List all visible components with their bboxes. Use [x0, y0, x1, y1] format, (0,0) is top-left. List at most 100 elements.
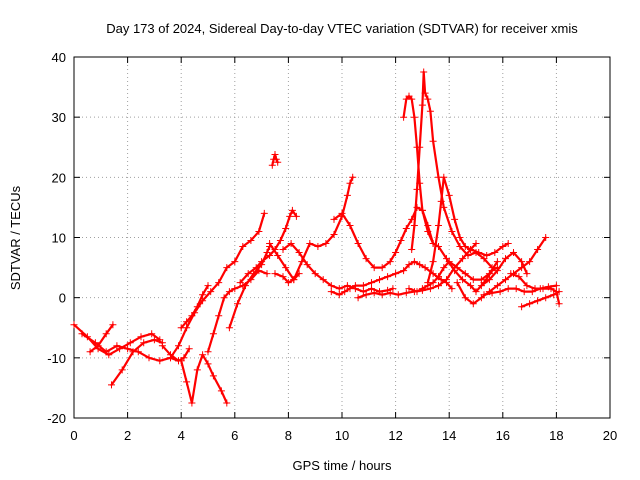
data-point: [209, 330, 217, 338]
data-point: [368, 285, 375, 293]
data-point: [288, 206, 296, 214]
data-point: [306, 240, 314, 247]
data-point: [286, 212, 294, 220]
data-point: [204, 348, 212, 356]
series-trace: [332, 206, 435, 269]
data-point: [429, 137, 437, 145]
data-point: [410, 222, 418, 229]
data-point: [346, 179, 354, 187]
data-point: [175, 342, 182, 350]
data-point: [70, 321, 78, 329]
x-tick-label: 20: [603, 428, 617, 443]
data-point: [542, 294, 550, 302]
data-point: [362, 255, 370, 263]
data-point: [448, 285, 456, 293]
data-point: [491, 249, 499, 256]
data-point: [477, 282, 485, 290]
data-point: [448, 228, 456, 235]
data-point: [461, 270, 469, 278]
x-tick-label: 14: [442, 428, 456, 443]
data-point: [349, 173, 357, 181]
data-point: [252, 264, 260, 272]
y-tick-label: 40: [52, 50, 66, 65]
data-point: [507, 270, 515, 278]
data-point: [183, 318, 191, 326]
y-tick-label: 0: [59, 291, 66, 306]
data-point: [140, 339, 148, 347]
series-track-19: [400, 92, 501, 296]
data-point: [177, 357, 185, 365]
series-track-21: [408, 68, 496, 272]
data-point: [451, 215, 459, 223]
data-point: [378, 264, 386, 272]
data-point: [515, 273, 523, 281]
data-point: [469, 276, 477, 284]
data-point: [290, 276, 298, 284]
data-point: [413, 185, 421, 193]
data-point: [480, 291, 488, 299]
series-trace: [410, 70, 494, 269]
data-point: [322, 240, 330, 247]
data-point: [199, 351, 207, 359]
data-point: [124, 345, 132, 353]
data-point: [440, 173, 448, 181]
data-point: [459, 255, 467, 263]
data-point: [376, 276, 383, 284]
data-point: [236, 279, 244, 287]
series-trace: [206, 269, 269, 353]
data-point: [370, 264, 378, 272]
data-point: [451, 264, 459, 272]
data-point: [424, 228, 432, 235]
series-trace: [72, 323, 161, 356]
data-point: [148, 330, 156, 338]
data-point: [534, 297, 542, 305]
x-tick-label: 10: [335, 428, 349, 443]
data-point: [266, 252, 274, 259]
data-point: [456, 234, 464, 241]
data-point: [443, 276, 450, 284]
series-trace: [456, 236, 547, 305]
data-point: [400, 267, 408, 275]
data-point: [496, 288, 504, 296]
series-track-9: [204, 267, 271, 356]
data-point: [330, 215, 338, 223]
axis-ticks: 0 2 4 6 8 10 12 14 16 18 20 -20 -10 0 10 20 30 40: [47, 50, 617, 443]
data-point: [167, 354, 174, 362]
data-series: [70, 68, 563, 407]
data-point: [341, 288, 349, 296]
data-point: [475, 249, 483, 256]
series-track-2: [78, 330, 182, 365]
data-point: [402, 225, 410, 232]
data-point: [389, 285, 397, 293]
data-point: [204, 282, 212, 290]
series-track-10: [225, 243, 274, 332]
data-point: [319, 276, 327, 284]
series-track-4: [108, 336, 166, 389]
data-point: [354, 294, 362, 302]
data-point: [327, 288, 335, 296]
data-point: [102, 330, 110, 338]
data-point: [335, 285, 343, 293]
data-point: [207, 288, 215, 296]
series-trace: [426, 176, 510, 284]
data-point: [209, 372, 217, 380]
data-point: [504, 285, 512, 293]
data-point: [108, 381, 115, 389]
data-point: [485, 270, 493, 278]
data-point: [437, 197, 445, 205]
data-point: [231, 258, 239, 266]
data-point: [292, 212, 300, 220]
data-point: [518, 258, 526, 266]
data-point: [502, 255, 509, 263]
data-point: [408, 246, 416, 253]
data-point: [126, 339, 134, 347]
series-track-8: [177, 282, 212, 332]
x-axis-label: GPS time / hours: [293, 458, 392, 473]
series-track-24: [453, 234, 550, 308]
grid: [74, 57, 610, 418]
data-point: [274, 158, 282, 166]
series-trace: [180, 353, 228, 405]
x-tick-label: 4: [178, 428, 185, 443]
data-point: [435, 273, 442, 281]
